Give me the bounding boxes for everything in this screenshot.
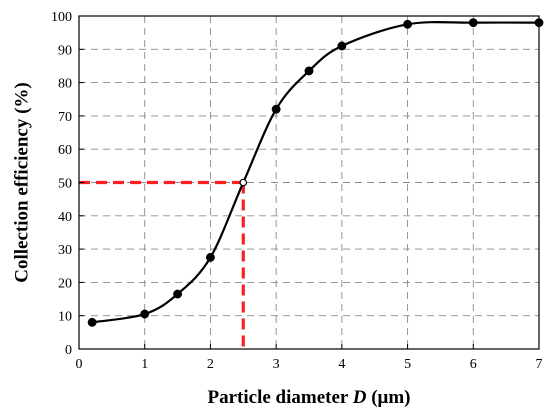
x-tick-label: 3 xyxy=(273,357,280,372)
y-tick-label: 100 xyxy=(51,10,72,25)
y-tick-label: 30 xyxy=(58,243,72,258)
y-tick-label: 70 xyxy=(58,110,72,125)
data-point xyxy=(337,41,347,51)
y-tick-label: 40 xyxy=(58,210,72,225)
x-axis-title-unit: (μm) xyxy=(366,387,410,408)
y-tick-label: 80 xyxy=(58,77,72,92)
data-point xyxy=(271,104,281,114)
x-tick-label: 7 xyxy=(536,357,543,372)
x-tick-label: 4 xyxy=(338,357,345,372)
x-tick-labels: 0 1 2 3 4 5 6 7 xyxy=(76,344,543,372)
reference-lines xyxy=(79,180,245,349)
data-point xyxy=(468,18,478,28)
x-tick-label: 0 xyxy=(76,357,83,372)
data-point xyxy=(304,66,314,76)
y-tick-label: 10 xyxy=(58,310,72,325)
x-tick-label: 5 xyxy=(404,357,411,372)
data-point xyxy=(140,309,150,319)
x-tick-label: 1 xyxy=(141,357,148,372)
x-axis-title-variable: D xyxy=(352,387,367,408)
data-point xyxy=(205,252,215,262)
y-tick-label: 90 xyxy=(58,43,72,58)
y-tick-label: 60 xyxy=(58,143,72,158)
y-tick-label: 0 xyxy=(65,343,72,358)
series-line xyxy=(91,21,540,324)
x-axis-title: Particle diameter D (μm) xyxy=(208,387,411,408)
y-tick-label: 50 xyxy=(58,177,72,192)
data-point xyxy=(403,19,413,29)
series-efficiency xyxy=(87,18,544,327)
y-tick-labels: 0 10 20 30 40 50 60 70 80 90 100 xyxy=(51,10,84,358)
data-point-open xyxy=(239,178,248,187)
x-axis-title-prefix: Particle diameter xyxy=(208,387,353,408)
data-point xyxy=(87,317,97,327)
data-point xyxy=(173,289,183,299)
y-axis-title: Collection efficiency (%) xyxy=(11,82,32,282)
x-tick-label: 2 xyxy=(207,357,214,372)
y-tick-label: 20 xyxy=(58,276,72,291)
grid-lines xyxy=(79,16,539,349)
x-tick-label: 6 xyxy=(470,357,477,372)
